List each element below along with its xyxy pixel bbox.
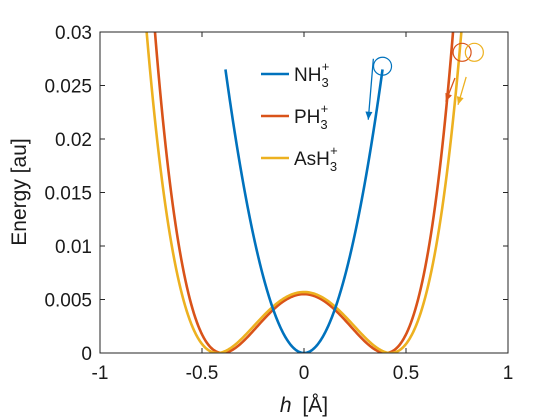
direction-arrow-head-2 [456, 96, 464, 105]
legend-label-base: AsH [294, 149, 330, 170]
y-tick-label: 0.025 [44, 77, 92, 98]
legend-label-2: AsH3+ [294, 143, 338, 174]
series-line-1 [153, 32, 455, 353]
series-end-marker-1 [452, 42, 472, 62]
legend-label-subscript: 3 [320, 117, 327, 132]
annotations-layer [365, 42, 484, 120]
legend-label-superscript: + [321, 101, 329, 116]
legend-label-superscript: + [322, 59, 330, 74]
y-tick-label: 0.01 [55, 237, 92, 258]
y-axis-label: Energy [au] [8, 138, 31, 245]
x-axis-label-unit: [Å] [302, 394, 328, 417]
x-tick-label: 0 [299, 363, 310, 384]
x-tick-label: -1 [92, 363, 109, 384]
x-axis-label-symbol: h [280, 394, 292, 417]
direction-arrow-shaft-0 [367, 58, 375, 120]
x-tick-label: 0.5 [393, 363, 419, 384]
plot-area [100, 32, 508, 353]
direction-arrow-head-0 [365, 111, 373, 120]
ticks-layer: -1 -0.5 0 0.5 1 0 0.005 0.01 0.015 0.02 0.025 0.03 [44, 23, 513, 384]
series-end-marker-2 [464, 42, 484, 62]
direction-arrow-head-1 [445, 92, 452, 102]
legend: NH3+PH3+AsH3+ [261, 59, 338, 174]
legend-label-subscript: 3 [330, 159, 337, 174]
x-tick-label: -0.5 [186, 363, 219, 384]
legend-label-subscript: 3 [321, 75, 328, 90]
x-tick-label: 1 [503, 363, 514, 384]
curves-layer [145, 32, 463, 353]
series-line-0 [224, 69, 384, 353]
series-line-2 [145, 32, 463, 353]
legend-label-base: PH [294, 107, 320, 128]
y-tick-label: 0.015 [44, 184, 92, 205]
x-axis-label: h [Å] [280, 394, 328, 417]
legend-label-superscript: + [330, 143, 338, 158]
legend-label-base: NH [294, 65, 321, 86]
series-end-marker-0 [372, 56, 393, 76]
legend-label-0: NH3+ [294, 59, 329, 90]
legend-label-1: PH3+ [294, 101, 328, 132]
y-tick-label: 0.03 [55, 23, 92, 44]
y-tick-label: 0.005 [44, 291, 92, 312]
y-tick-label: 0.02 [55, 130, 92, 151]
y-tick-label: 0 [81, 344, 92, 365]
